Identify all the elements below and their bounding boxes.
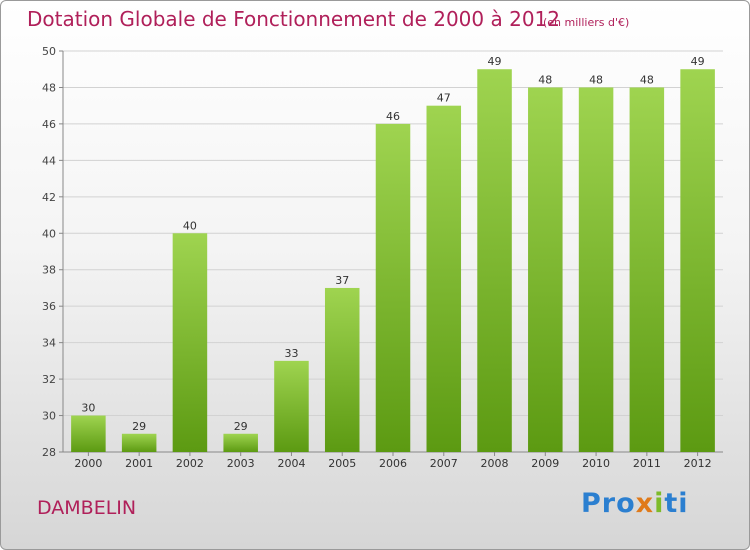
y-tick-label: 44 [42,154,56,167]
x-tick-label: 2000 [74,457,102,470]
bar [274,360,309,452]
labels: 28 30 32 34 36 38 40 42 44 46 48 50 30 2000 29 2001 40 20… [42,45,712,470]
bar [578,87,614,453]
bar [375,123,411,452]
place-name: DAMBELIN [37,497,137,519]
x-tick-label: 2008 [481,457,509,470]
value-label: 33 [284,347,298,360]
y-tick-label: 30 [42,410,56,423]
value-label: 49 [488,55,502,68]
bar [71,415,106,452]
bar [426,105,462,452]
bar [324,287,360,452]
x-tick-label: 2001 [125,457,153,470]
y-tick-label: 28 [42,446,56,459]
bar [477,69,512,453]
x-tick-label: 2007 [430,457,458,470]
y-tick-label: 48 [42,81,56,94]
value-label: 40 [183,219,197,232]
value-label: 48 [538,73,552,86]
value-label: 49 [691,55,705,68]
y-tick-label: 32 [42,373,56,386]
bar [121,433,157,452]
chart-unit: (en milliers d'€) [543,16,630,29]
value-label: 48 [589,73,603,86]
value-label: 46 [386,110,400,123]
value-label: 30 [81,402,95,415]
y-tick-label: 46 [42,118,56,131]
value-label: 37 [335,274,349,287]
y-tick-label: 50 [42,45,56,58]
y-tick-label: 38 [42,264,56,277]
x-tick-label: 2010 [582,457,610,470]
bar [223,433,258,452]
y-tick-label: 34 [42,337,56,350]
x-tick-label: 2006 [379,457,407,470]
x-tick-label: 2009 [531,457,559,470]
x-tick-label: 2004 [277,457,305,470]
x-tick-label: 2002 [176,457,204,470]
bars [71,69,715,453]
value-label: 29 [132,420,146,433]
bar [528,87,563,453]
value-label: 48 [640,73,654,86]
chart-title: Dotation Globale de Fonctionnement de 20… [27,7,560,31]
y-tick-label: 42 [42,191,56,204]
proxiti-logo: Proxiti [581,488,689,519]
bar [172,233,208,452]
value-label: 47 [437,92,451,105]
y-tick-label: 40 [42,227,56,240]
x-tick-label: 2012 [684,457,712,470]
x-tick-label: 2003 [227,457,255,470]
x-tick-label: 2011 [633,457,661,470]
value-label: 29 [234,420,248,433]
bar [680,69,715,453]
y-tick-label: 36 [42,300,56,313]
x-tick-label: 2005 [328,457,356,470]
bar [629,87,665,453]
